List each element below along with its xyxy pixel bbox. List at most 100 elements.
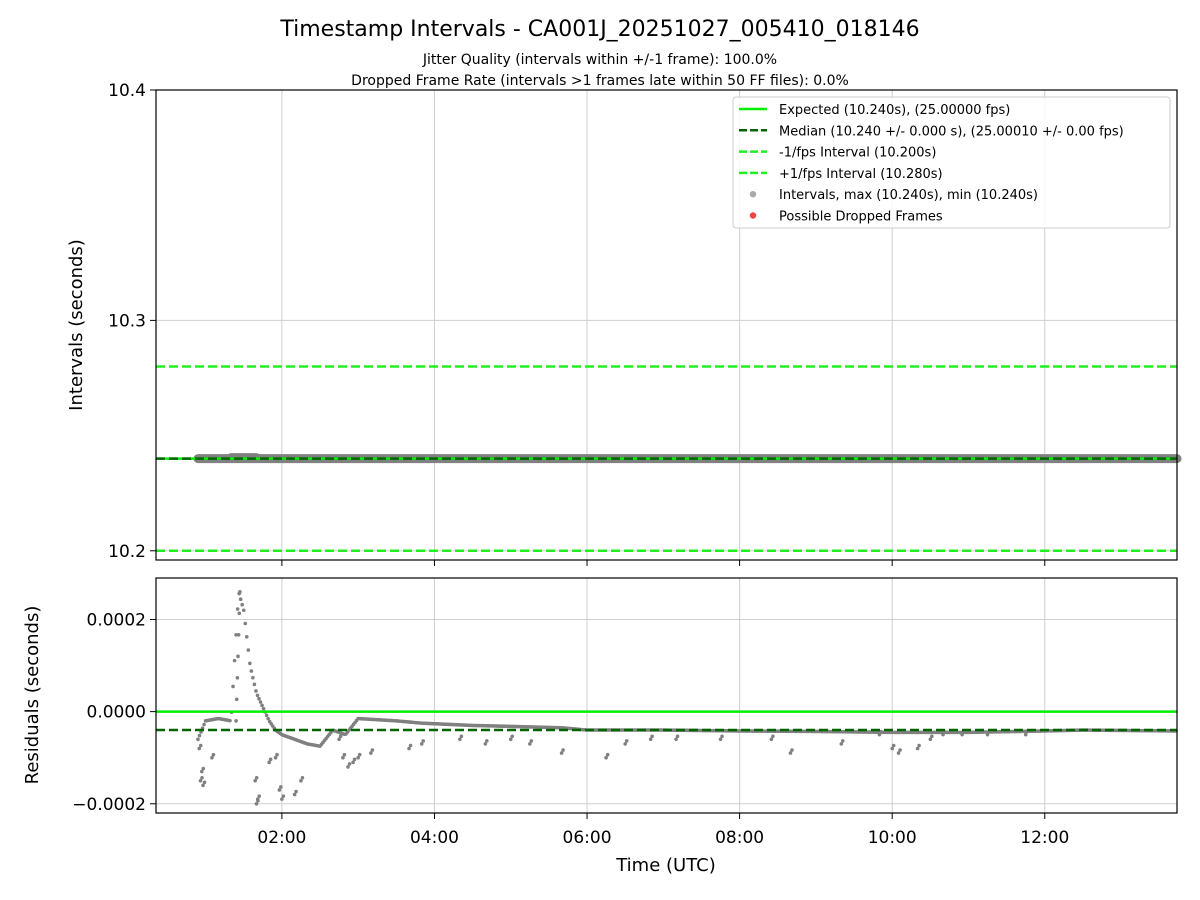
residuals-panel: 02:00 04:00 06:00 08:00 10:00 12:00 0.0002 0.00…	[72, 577, 1178, 848]
residual-outlier	[253, 778, 257, 783]
residual-point	[266, 716, 270, 721]
residual-point	[243, 621, 248, 626]
residual-outlier	[650, 734, 654, 739]
residuals-y-axis-label: Residuals (seconds)	[22, 606, 43, 785]
residual-outlier	[254, 801, 259, 806]
residual-outlier	[561, 748, 565, 752]
figure-subtitle-jitter: Jitter Quality (intervals within +/-1 fr…	[422, 52, 777, 68]
residual-outlier	[624, 739, 629, 743]
residual-point	[241, 608, 246, 613]
residual-outlier	[341, 755, 345, 760]
residual-outlier	[890, 746, 894, 751]
figure-title: Timestamp Intervals - CA001J_20251027_00…	[279, 17, 919, 42]
residual-outlier	[202, 780, 207, 785]
residual-outlier	[605, 752, 610, 757]
residual-outlier	[720, 734, 724, 739]
residual-point	[252, 682, 257, 687]
residual-point	[244, 634, 249, 639]
residual-outlier	[338, 734, 343, 739]
residual-point	[261, 706, 266, 711]
residual-point	[264, 713, 269, 718]
residual-outlier	[268, 757, 273, 762]
residual-outlier	[257, 794, 262, 798]
residual-outlier	[771, 734, 775, 739]
legend-marker	[749, 191, 757, 198]
residual-outlier	[459, 734, 464, 739]
residual-point	[255, 693, 260, 698]
residual-outlier	[985, 732, 990, 737]
residual-point	[248, 661, 252, 666]
residual-point	[236, 633, 241, 637]
legend-label: Intervals, max (10.240s), min (10.240s)	[779, 188, 1038, 203]
residual-outlier	[275, 752, 279, 757]
residual-outlier	[891, 743, 896, 748]
residual-point	[260, 703, 264, 708]
residual-point	[234, 719, 238, 723]
residual-outlier	[300, 775, 305, 780]
residual-point	[249, 669, 254, 673]
residuals-y-tick-label: −0.0002	[72, 795, 146, 815]
residuals-x-tick-label: 10:00	[868, 828, 917, 848]
residual-outlier	[675, 734, 680, 739]
residual-outlier	[718, 737, 723, 742]
residuals-y-tick-label: 0.0002	[87, 610, 146, 630]
residual-outlier	[508, 737, 513, 742]
residual-outlier	[483, 742, 488, 746]
residual-outlier	[201, 766, 206, 771]
residual-outlier	[292, 792, 297, 797]
residual-outlier	[352, 757, 357, 762]
residual-outlier	[604, 755, 608, 760]
residual-point	[240, 602, 245, 607]
residual-outlier	[510, 734, 515, 739]
residual-outlier	[559, 751, 564, 755]
residual-point	[258, 700, 263, 704]
residual-outlier	[917, 743, 921, 748]
residual-outlier	[674, 737, 678, 742]
residual-outlier	[421, 739, 426, 743]
residual-point	[254, 689, 258, 693]
residual-outlier	[294, 789, 298, 794]
residuals-x-tick-label: 04:00	[410, 828, 459, 848]
residual-outlier	[458, 737, 462, 742]
legend-label: Possible Dropped Frames	[779, 210, 943, 225]
legend-label: -1/fps Interval (10.200s)	[779, 146, 936, 161]
residual-outlier	[928, 737, 933, 742]
residuals-frame	[155, 577, 1178, 814]
residual-point	[236, 654, 240, 659]
intervals-y-tick-label: 10.4	[108, 81, 146, 101]
residual-outlier	[898, 748, 902, 752]
residual-outlier	[198, 743, 203, 748]
residual-outlier	[788, 751, 793, 755]
residual-outlier	[197, 746, 202, 751]
residual-outlier	[370, 748, 375, 752]
residual-outlier	[351, 760, 355, 765]
residual-point	[202, 722, 206, 727]
residual-outlier	[337, 737, 341, 742]
residuals-x-tick-label: 12:00	[1020, 828, 1069, 848]
intervals-y-tick-label: 10.3	[108, 311, 146, 331]
residual-point	[228, 718, 232, 723]
residual-outlier	[369, 751, 373, 755]
residual-outlier	[342, 752, 347, 757]
residual-outlier	[346, 765, 350, 769]
residual-outlier	[790, 748, 794, 752]
residual-outlier	[279, 785, 283, 789]
x-axis-label: Time (UTC)	[615, 855, 716, 876]
residual-outlier	[357, 752, 362, 757]
residual-outlier	[839, 742, 844, 746]
intervals-frame	[155, 89, 1178, 561]
residuals-x-tick-label: 06:00	[563, 828, 612, 848]
residual-outlier	[960, 732, 964, 737]
residual-outlier	[841, 739, 845, 743]
residual-point	[257, 696, 261, 701]
residual-outlier	[623, 742, 627, 746]
residual-outlier	[879, 729, 883, 734]
residuals-x-tick-label: 08:00	[715, 828, 764, 848]
residual-point	[237, 611, 242, 616]
residual-outlier	[277, 788, 282, 792]
residual-outlier	[877, 732, 882, 737]
residual-point	[246, 648, 251, 652]
residual-point	[234, 633, 238, 637]
residual-point	[235, 676, 240, 680]
